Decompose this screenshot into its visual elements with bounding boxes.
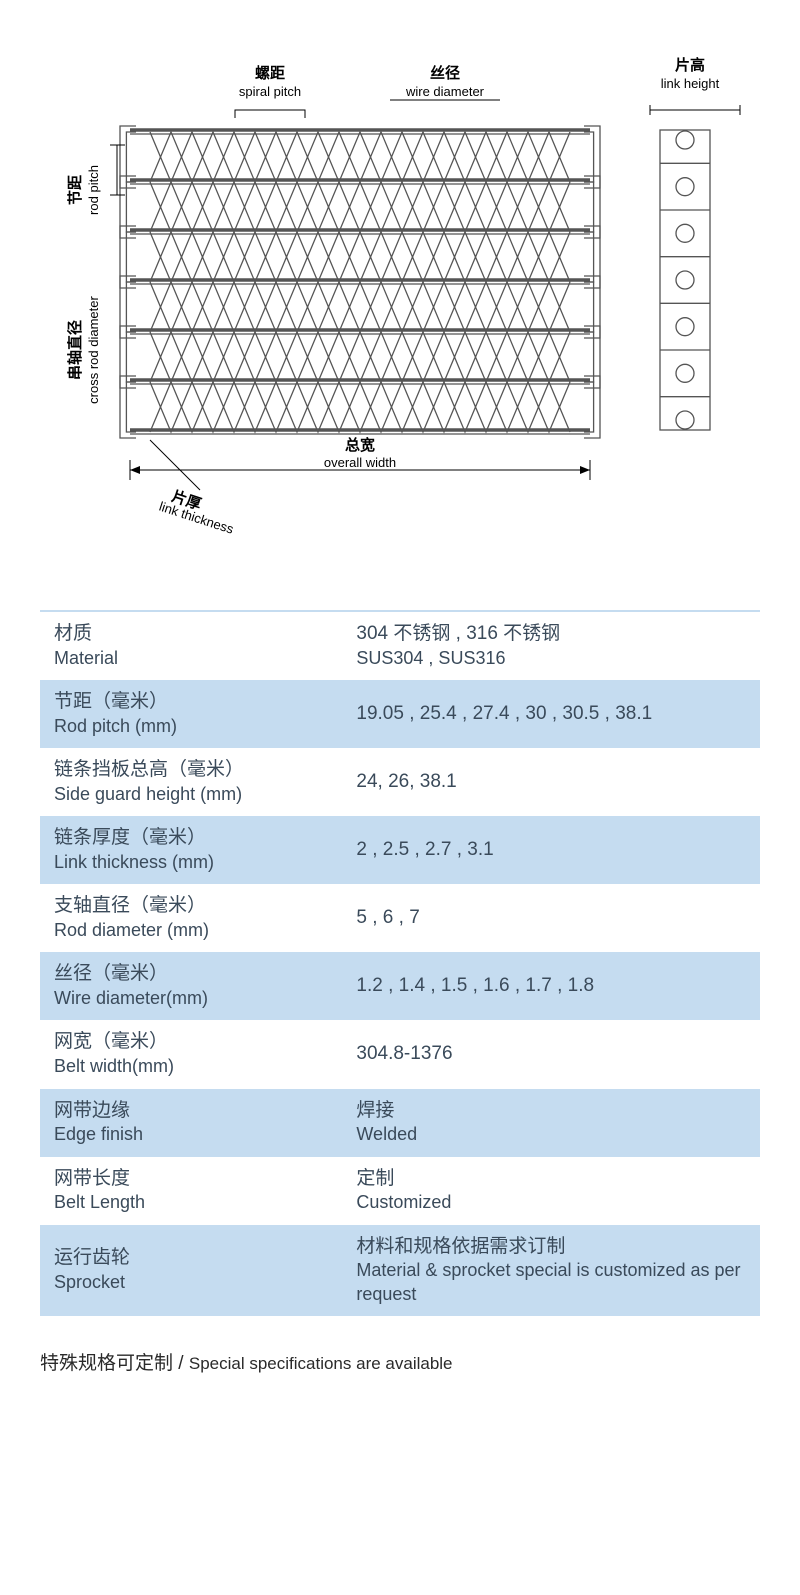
edge-links-left [120, 126, 136, 438]
spec-value-cn: 2 , 2.5 , 2.7 , 3.1 [356, 838, 746, 863]
spec-label-cell: 材质Material [40, 611, 342, 680]
spec-value-cn: 焊接 [356, 1099, 746, 1124]
link-side-view [650, 105, 740, 430]
spec-value-cn: 5 , 6 , 7 [356, 906, 746, 931]
edge-links-right [584, 126, 600, 438]
spec-value-cell: 24, 26, 38.1 [342, 748, 760, 816]
technical-diagram: 螺距 spiral pitch 丝径 wire diameter 片高 link… [40, 50, 760, 550]
spec-label-cn: 支轴直径（毫米） [54, 894, 328, 919]
spec-label-cell: 网带长度Belt Length [40, 1157, 342, 1225]
spec-table: 材质Material304 不锈钢 , 316 不锈钢SUS304 , SUS3… [40, 610, 760, 1316]
spec-label-cn: 链条挡板总高（毫米） [54, 758, 328, 783]
label-spiral-pitch-cn: 螺距 [255, 64, 285, 82]
spec-value-cn: 304 不锈钢 , 316 不锈钢 [356, 622, 746, 647]
spec-label-cell: 网宽（毫米）Belt width(mm) [40, 1020, 342, 1088]
label-overall-width-cn: 总宽 [345, 436, 375, 454]
table-row: 链条厚度（毫米）Link thickness (mm) 2 , 2.5 , 2.7… [40, 816, 760, 884]
footnote-en: Special specifications are available [189, 1354, 453, 1373]
spec-value-cell: 5 , 6 , 7 [342, 884, 760, 952]
label-link-height-cn: 片高 [675, 56, 705, 74]
label-rod-pitch-en: rod pitch [86, 165, 101, 215]
label-cross-rod-en: cross rod diameter [86, 296, 101, 404]
mesh-plan-view [130, 130, 590, 434]
spec-label-en: Rod pitch (mm) [54, 715, 328, 738]
footnote-cn: 特殊规格可定制 [40, 1353, 173, 1374]
spec-label-cell: 支轴直径（毫米）Rod diameter (mm) [40, 884, 342, 952]
spec-value-en: Welded [356, 1123, 746, 1146]
footnote: 特殊规格可定制 / Special specifications are ava… [40, 1348, 760, 1375]
table-row: 材质Material304 不锈钢 , 316 不锈钢SUS304 , SUS3… [40, 611, 760, 680]
label-spiral-pitch-en: spiral pitch [239, 84, 301, 99]
spec-value-cell: 定制Customized [342, 1157, 760, 1225]
spec-label-cn: 网带边缘 [54, 1099, 328, 1124]
table-row: 网带长度Belt Length定制Customized [40, 1157, 760, 1225]
table-row: 网宽（毫米）Belt width(mm) 304.8-1376 [40, 1020, 760, 1088]
label-wire-diameter-en: wire diameter [405, 84, 485, 99]
table-row: 链条挡板总高（毫米）Side guard height (mm) 24, 26, … [40, 748, 760, 816]
table-row: 节距（毫米）Rod pitch (mm) 19.05 , 25.4 , 27.4 … [40, 680, 760, 748]
spec-value-cn: 材料和规格依据需求订制 [356, 1235, 746, 1260]
footnote-sep: / [173, 1353, 189, 1374]
spec-label-en: Sprocket [54, 1271, 328, 1294]
spec-label-cell: 丝径（毫米）Wire diameter(mm) [40, 952, 342, 1020]
table-row: 网带边缘Edge finish焊接Welded [40, 1089, 760, 1157]
spec-label-en: Belt Length [54, 1191, 328, 1214]
spec-value-en: SUS304 , SUS316 [356, 647, 746, 670]
table-row: 丝径（毫米）Wire diameter(mm) 1.2 , 1.4 , 1.5 ,… [40, 952, 760, 1020]
spec-label-cell: 运行齿轮Sprocket [40, 1225, 342, 1316]
spec-label-cell: 链条挡板总高（毫米）Side guard height (mm) [40, 748, 342, 816]
spec-value-cell: 1.2 , 1.4 , 1.5 , 1.6 , 1.7 , 1.8 [342, 952, 760, 1020]
spec-label-cell: 网带边缘Edge finish [40, 1089, 342, 1157]
label-link-height-en: link height [661, 76, 720, 91]
spec-value-cell: 焊接Welded [342, 1089, 760, 1157]
spec-value-cell: 304.8-1376 [342, 1020, 760, 1088]
spec-label-en: Belt width(mm) [54, 1055, 328, 1078]
spec-value-cn: 19.05 , 25.4 , 27.4 , 30 , 30.5 , 38.1 [356, 702, 746, 727]
belt-diagram-svg: 螺距 spiral pitch 丝径 wire diameter 片高 link… [50, 50, 750, 550]
spec-label-cn: 运行齿轮 [54, 1246, 328, 1271]
spec-label-cn: 网宽（毫米） [54, 1030, 328, 1055]
spec-label-en: Rod diameter (mm) [54, 919, 328, 942]
spec-value-cell: 材料和规格依据需求订制Material & sprocket special i… [342, 1225, 760, 1316]
spec-label-cell: 节距（毫米）Rod pitch (mm) [40, 680, 342, 748]
spec-value-en: Customized [356, 1191, 746, 1214]
spec-value-cn: 定制 [356, 1167, 746, 1192]
spec-value-cn: 304.8-1376 [356, 1042, 746, 1067]
spec-value-cell: 2 , 2.5 , 2.7 , 3.1 [342, 816, 760, 884]
spec-label-cn: 链条厚度（毫米） [54, 826, 328, 851]
spec-label-en: Material [54, 647, 328, 670]
spec-label-en: Wire diameter(mm) [54, 987, 328, 1010]
spec-value-cn: 24, 26, 38.1 [356, 770, 746, 795]
table-row: 支轴直径（毫米）Rod diameter (mm) 5 , 6 , 7 [40, 884, 760, 952]
label-cross-rod-cn: 串轴直径 [66, 320, 84, 380]
spec-value-cn: 1.2 , 1.4 , 1.5 , 1.6 , 1.7 , 1.8 [356, 974, 746, 999]
spec-label-en: Edge finish [54, 1123, 328, 1146]
spec-label-cell: 链条厚度（毫米）Link thickness (mm) [40, 816, 342, 884]
label-rod-pitch-cn: 节距 [66, 175, 84, 205]
table-row: 运行齿轮Sprocket材料和规格依据需求订制Material & sprock… [40, 1225, 760, 1316]
spec-value-cell: 19.05 , 25.4 , 27.4 , 30 , 30.5 , 38.1 [342, 680, 760, 748]
label-overall-width-en: overall width [324, 455, 396, 470]
spec-label-cn: 材质 [54, 622, 328, 647]
spec-label-en: Link thickness (mm) [54, 851, 328, 874]
spec-value-en: Material & sprocket special is customize… [356, 1259, 746, 1306]
spec-label-cn: 网带长度 [54, 1167, 328, 1192]
spec-value-cell: 304 不锈钢 , 316 不锈钢SUS304 , SUS316 [342, 611, 760, 680]
spec-label-en: Side guard height (mm) [54, 783, 328, 806]
label-wire-diameter-cn: 丝径 [430, 64, 460, 82]
spec-label-cn: 丝径（毫米） [54, 962, 328, 987]
spec-label-cn: 节距（毫米） [54, 690, 328, 715]
